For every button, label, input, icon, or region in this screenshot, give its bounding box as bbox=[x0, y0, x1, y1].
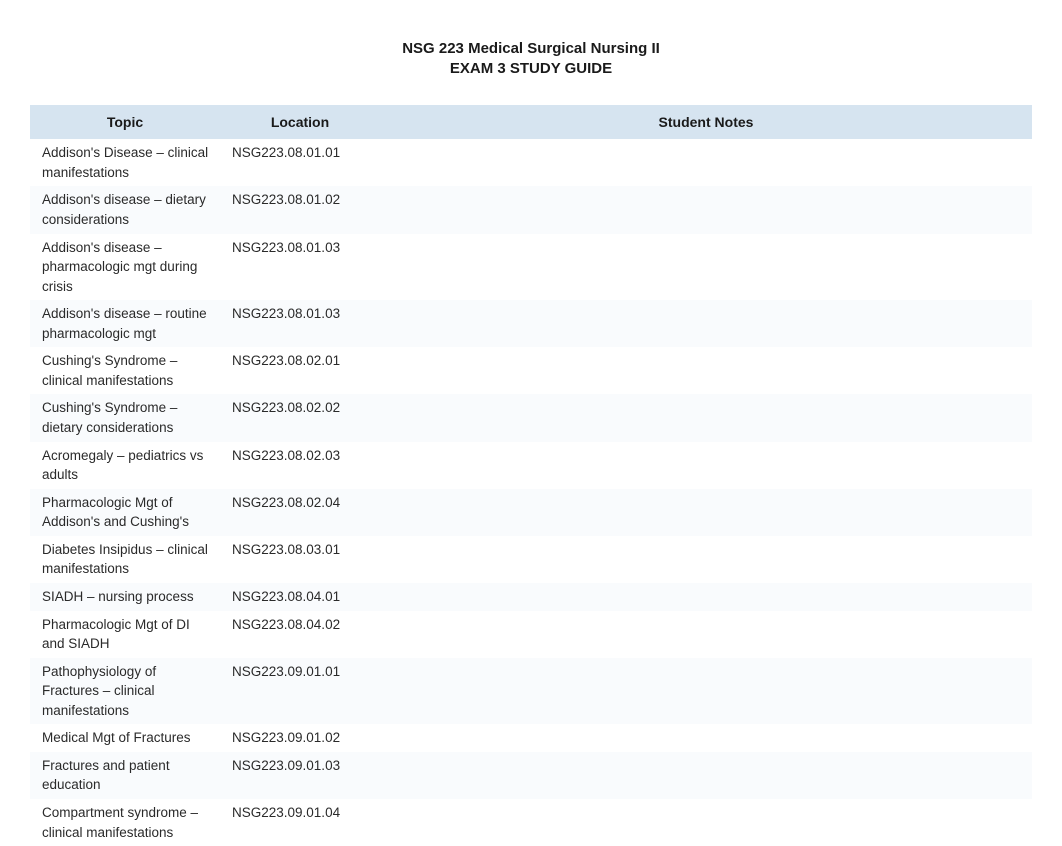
cell-topic: Diabetes Insipidus – clinical manifestat… bbox=[30, 536, 220, 583]
cell-location: NSG223.09.01.04 bbox=[220, 799, 380, 846]
table-row: Cushing's Syndrome – clinical manifestat… bbox=[30, 347, 1032, 394]
cell-notes bbox=[380, 752, 1032, 799]
cell-notes bbox=[380, 799, 1032, 846]
header-topic: Topic bbox=[30, 105, 220, 139]
table-row: Compartment syndrome – clinical manifest… bbox=[30, 799, 1032, 846]
table-row: Pathophysiology of Fractures – clinical … bbox=[30, 658, 1032, 725]
cell-topic: Pathophysiology of Fractures – clinical … bbox=[30, 658, 220, 725]
cell-notes bbox=[380, 139, 1032, 186]
table-row: Diabetes Insipidus – clinical manifestat… bbox=[30, 536, 1032, 583]
header-location: Location bbox=[220, 105, 380, 139]
table-row: SIADH – nursing processNSG223.08.04.01 bbox=[30, 583, 1032, 611]
table-row: Pharmacologic Mgt of DI and SIADHNSG223.… bbox=[30, 611, 1032, 658]
cell-location: NSG223.08.04.02 bbox=[220, 611, 380, 658]
table-row: Cushing's Syndrome – dietary considerati… bbox=[30, 394, 1032, 441]
cell-location: NSG223.08.02.03 bbox=[220, 442, 380, 489]
table-row: Addison's Disease – clinical manifestati… bbox=[30, 139, 1032, 186]
cell-topic: Pharmacologic Mgt of Addison's and Cushi… bbox=[30, 489, 220, 536]
cell-notes bbox=[380, 658, 1032, 725]
table-row: Fractures and patient educationNSG223.09… bbox=[30, 752, 1032, 799]
table-header-row: Topic Location Student Notes bbox=[30, 105, 1032, 139]
cell-notes bbox=[380, 234, 1032, 301]
cell-notes bbox=[380, 394, 1032, 441]
cell-location: NSG223.08.02.02 bbox=[220, 394, 380, 441]
cell-location: NSG223.08.01.02 bbox=[220, 186, 380, 233]
cell-notes bbox=[380, 442, 1032, 489]
table-row: Medical Mgt of FracturesNSG223.09.01.02 bbox=[30, 724, 1032, 752]
cell-notes bbox=[380, 347, 1032, 394]
cell-location: NSG223.08.03.01 bbox=[220, 536, 380, 583]
document-subtitle: EXAM 3 STUDY GUIDE bbox=[30, 60, 1032, 77]
cell-location: NSG223.09.01.01 bbox=[220, 658, 380, 725]
cell-notes bbox=[380, 583, 1032, 611]
table-row: Addison's disease – dietary consideratio… bbox=[30, 186, 1032, 233]
cell-location: NSG223.08.01.03 bbox=[220, 234, 380, 301]
cell-topic: Cushing's Syndrome – dietary considerati… bbox=[30, 394, 220, 441]
cell-notes bbox=[380, 186, 1032, 233]
cell-topic: Addison's Disease – clinical manifestati… bbox=[30, 139, 220, 186]
cell-notes bbox=[380, 536, 1032, 583]
cell-topic: Acromegaly – pediatrics vs adults bbox=[30, 442, 220, 489]
table-row: Addison's disease – routine pharmacologi… bbox=[30, 300, 1032, 347]
cell-notes bbox=[380, 300, 1032, 347]
course-title: NSG 223 Medical Surgical Nursing II bbox=[30, 40, 1032, 57]
cell-topic: Compartment syndrome – clinical manifest… bbox=[30, 799, 220, 846]
document-header: NSG 223 Medical Surgical Nursing II EXAM… bbox=[30, 40, 1032, 77]
cell-notes bbox=[380, 611, 1032, 658]
cell-topic: Fractures and patient education bbox=[30, 752, 220, 799]
cell-location: NSG223.08.02.01 bbox=[220, 347, 380, 394]
table-row: Pharmacologic Mgt of Addison's and Cushi… bbox=[30, 489, 1032, 536]
cell-location: NSG223.09.01.02 bbox=[220, 724, 380, 752]
cell-location: NSG223.08.01.01 bbox=[220, 139, 380, 186]
cell-notes bbox=[380, 489, 1032, 536]
cell-topic: Addison's disease – routine pharmacologi… bbox=[30, 300, 220, 347]
table-row: Acromegaly – pediatrics vs adultsNSG223.… bbox=[30, 442, 1032, 489]
table-row: Addison's disease – pharmacologic mgt du… bbox=[30, 234, 1032, 301]
cell-location: NSG223.08.01.03 bbox=[220, 300, 380, 347]
cell-location: NSG223.08.02.04 bbox=[220, 489, 380, 536]
header-notes: Student Notes bbox=[380, 105, 1032, 139]
study-guide-table: Topic Location Student Notes Addison's D… bbox=[30, 105, 1032, 846]
cell-topic: Cushing's Syndrome – clinical manifestat… bbox=[30, 347, 220, 394]
cell-location: NSG223.09.01.03 bbox=[220, 752, 380, 799]
cell-notes bbox=[380, 724, 1032, 752]
cell-topic: SIADH – nursing process bbox=[30, 583, 220, 611]
cell-topic: Medical Mgt of Fractures bbox=[30, 724, 220, 752]
cell-topic: Addison's disease – pharmacologic mgt du… bbox=[30, 234, 220, 301]
cell-location: NSG223.08.04.01 bbox=[220, 583, 380, 611]
cell-topic: Addison's disease – dietary consideratio… bbox=[30, 186, 220, 233]
cell-topic: Pharmacologic Mgt of DI and SIADH bbox=[30, 611, 220, 658]
